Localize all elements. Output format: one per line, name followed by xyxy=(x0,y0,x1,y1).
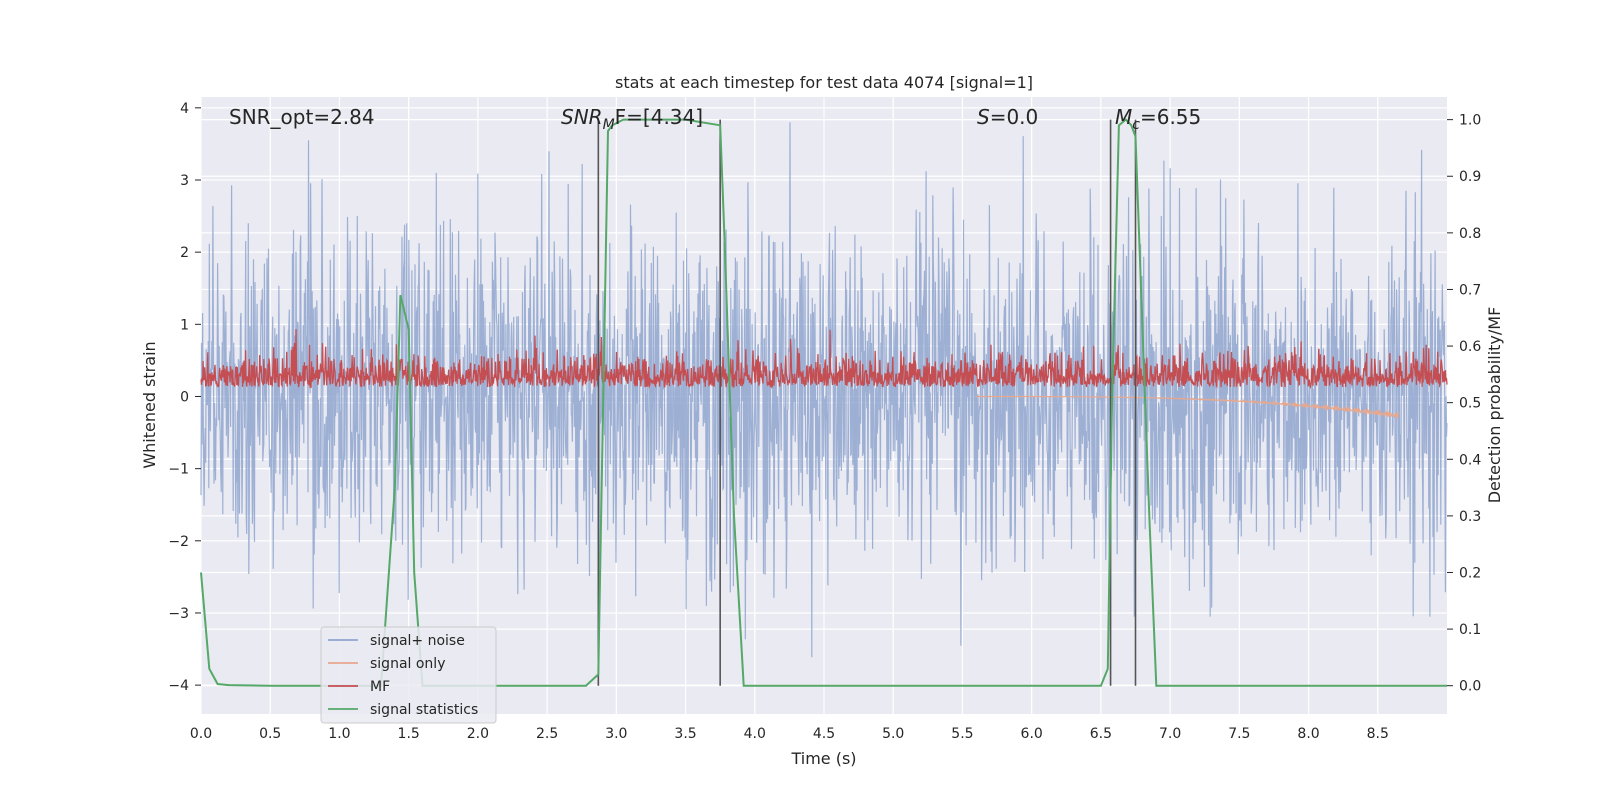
legend-label-signal-statistics: signal statistics xyxy=(370,702,478,718)
legend-label-signal-noise: signal+ noise xyxy=(370,633,465,649)
x-tick-label: 4.5 xyxy=(813,726,835,742)
y-tick-label: −2 xyxy=(168,534,189,550)
y-right-tick-label: 0.2 xyxy=(1459,565,1481,581)
x-tick-label: 0.0 xyxy=(190,726,212,742)
annotation-snr-opt: SNR_opt=2.84 xyxy=(229,105,375,129)
y-right-tick-label: 0.6 xyxy=(1459,339,1481,355)
signal-noise-line xyxy=(200,122,1448,658)
y-right-tick-label: 0.1 xyxy=(1459,622,1481,638)
x-tick-label: 7.5 xyxy=(1228,726,1250,742)
annotation-s: S=0.0 xyxy=(977,105,1038,129)
signal-statistics-line xyxy=(200,118,1447,687)
x-tick-label: 4.0 xyxy=(744,726,766,742)
y-right-tick-label: 0.0 xyxy=(1459,679,1481,695)
y-axis-label: Whitened strain xyxy=(140,341,159,468)
x-tick-label: 1.0 xyxy=(328,726,350,742)
y-tick-label: 4 xyxy=(180,101,189,117)
legend-box xyxy=(320,626,497,724)
y-right-tick-label: 0.3 xyxy=(1459,509,1481,525)
y-right-tick-label: 1.0 xyxy=(1459,113,1481,129)
x-tick-label: 6.5 xyxy=(1090,726,1112,742)
x-axis-label: Time (s) xyxy=(790,749,856,768)
signal-only-line xyxy=(976,395,1400,419)
y-tick-label: 1 xyxy=(180,317,189,333)
y-right-tick-labels: 0.0 0.1 0.2 0.3 0.4 0.5 0.6 0.7 0.8 0.9 1.0 xyxy=(1447,113,1481,695)
y-right-tick-label: 0.4 xyxy=(1459,452,1481,468)
x-tick-label: 2.0 xyxy=(467,726,489,742)
x-tick-label: 3.0 xyxy=(605,726,627,742)
x-tick-label: 0.5 xyxy=(259,726,281,742)
y-tick-label: 0 xyxy=(180,389,189,405)
y-tick-labels: −4 −3 −2 −1 0 1 2 3 4 xyxy=(168,101,201,694)
y-right-tick-label: 0.8 xyxy=(1459,226,1481,242)
legend-label-signal-only: signal only xyxy=(370,656,445,672)
legend-label-mf: MF xyxy=(370,679,390,695)
y-right-tick-label: 0.7 xyxy=(1459,282,1481,298)
x-tick-label: 1.5 xyxy=(398,726,420,742)
x-tick-labels: 0.0 0.5 1.0 1.5 2.0 2.5 3.0 3.5 4.0 4.5 5.0 5.5 6.0 6… xyxy=(190,726,1389,742)
x-tick-label: 6.0 xyxy=(1021,726,1043,742)
vertical-lines xyxy=(597,119,1137,686)
chart-title: stats at each timestep for test data 407… xyxy=(615,73,1033,92)
annotation-mc: Mc=6.55 xyxy=(1115,105,1201,133)
y-axis-right-label: Detection probability/MF xyxy=(1485,307,1504,504)
y-right-tick-label: 0.9 xyxy=(1459,169,1481,185)
y-right-tick-label: 0.5 xyxy=(1459,396,1481,412)
plot-area xyxy=(200,122,1448,658)
annotation-snr-mf: SNRMF=[4.34] xyxy=(561,105,703,133)
x-tick-label: 2.5 xyxy=(536,726,558,742)
x-tick-label: 7.0 xyxy=(1159,726,1181,742)
x-tick-label: 8.5 xyxy=(1367,726,1389,742)
legend: signal+ noise signal only MF signal stat… xyxy=(320,626,497,724)
y-tick-label: 3 xyxy=(180,173,189,189)
x-tick-label: 8.0 xyxy=(1297,726,1319,742)
signal-statistics-path xyxy=(200,118,1447,687)
x-tick-label: 5.0 xyxy=(882,726,904,742)
x-tick-label: 5.5 xyxy=(951,726,973,742)
x-tick-label: 3.5 xyxy=(674,726,696,742)
y-tick-label: −4 xyxy=(168,678,189,694)
y-tick-label: −3 xyxy=(168,606,189,622)
y-tick-label: 2 xyxy=(180,245,189,261)
y-tick-label: −1 xyxy=(168,462,189,478)
mf-line xyxy=(200,329,1448,390)
